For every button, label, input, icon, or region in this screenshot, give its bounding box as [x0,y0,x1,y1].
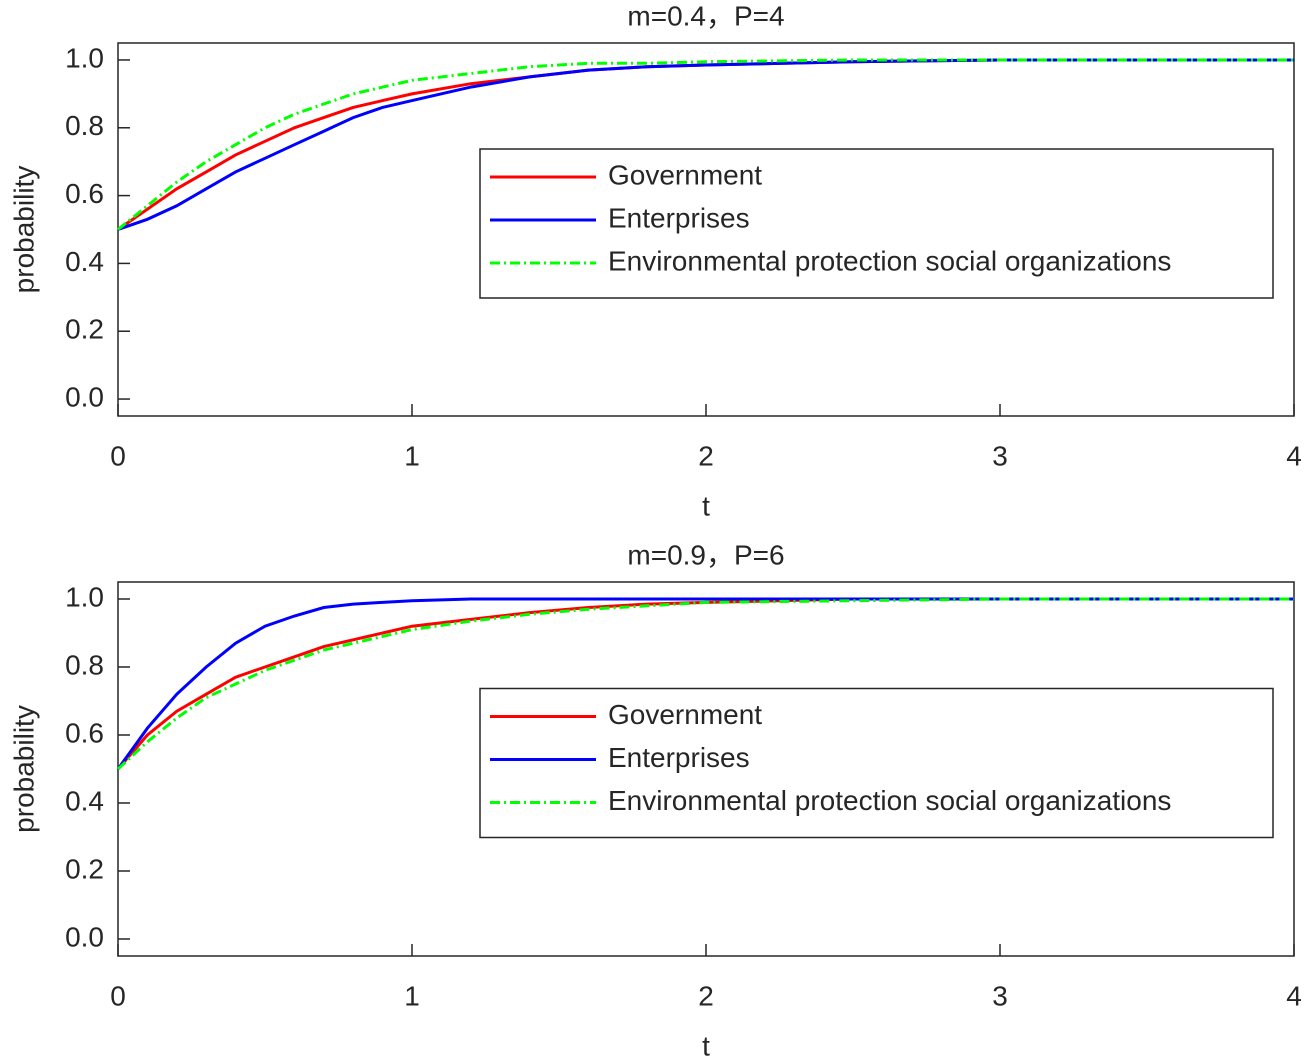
y-tick-label: 0.0 [65,381,104,412]
data-line [116,597,1294,771]
y-tick-label: 1.0 [65,581,104,612]
y-tick-label: 0.6 [65,717,104,748]
x-tick-label: 0 [110,980,126,1011]
x-tick-label: 1 [404,440,420,471]
legend-label: Environmental protection social organiza… [608,785,1171,816]
data-line [117,58,1294,231]
x-tick-label: 3 [992,980,1008,1011]
subplot: m=0.4，P=4 t probability 0 1 2 3 4 0.0 0.2 0.4 0.6 0.… [8,0,1301,521]
x-tick-label: 3 [992,440,1008,471]
legend: Government Enterprises Environmental prote… [479,687,1274,839]
y-tick-label: 0.2 [65,314,104,345]
x-axis-label: t [702,490,710,521]
y-tick-label: 0.8 [65,649,104,680]
legend-label: Environmental protection social organiza… [608,245,1171,276]
legend-label: Government [608,159,762,190]
y-tick-label: 0.8 [65,110,104,141]
chart-title: m=0.4，P=4 [627,0,784,31]
x-tick-label: 4 [1286,980,1302,1011]
chart-title: m=0.9，P=6 [627,539,784,570]
legend-label: Government [608,699,762,730]
y-axis-label: probability [8,705,39,833]
data-line [116,597,1294,770]
y-tick-label: 0.6 [65,178,104,209]
x-tick-label: 4 [1286,440,1302,471]
x-tick-label: 2 [698,440,714,471]
x-tick-label: 1 [404,980,420,1011]
y-tick-label: 0.4 [65,246,104,277]
legend-label: Enterprises [608,742,750,773]
x-axis-label: t [702,1030,710,1061]
x-tick-label: 2 [698,980,714,1011]
y-tick-label: 1.0 [65,42,104,73]
y-tick-label: 0.2 [65,853,104,884]
legend-label: Enterprises [608,202,750,233]
subplot: m=0.9，P=6 t probability 0 1 2 3 4 0.0 0.2 0.4 0.6 0.… [8,539,1301,1061]
y-axis-label: probability [8,166,39,294]
y-tick-label: 0.4 [65,785,104,816]
legend-box [479,148,1274,299]
legend: Government Enterprises Environmental prote… [479,148,1274,299]
legend-box [479,687,1274,839]
y-tick-label: 0.0 [65,921,104,952]
x-tick-label: 0 [110,440,126,471]
